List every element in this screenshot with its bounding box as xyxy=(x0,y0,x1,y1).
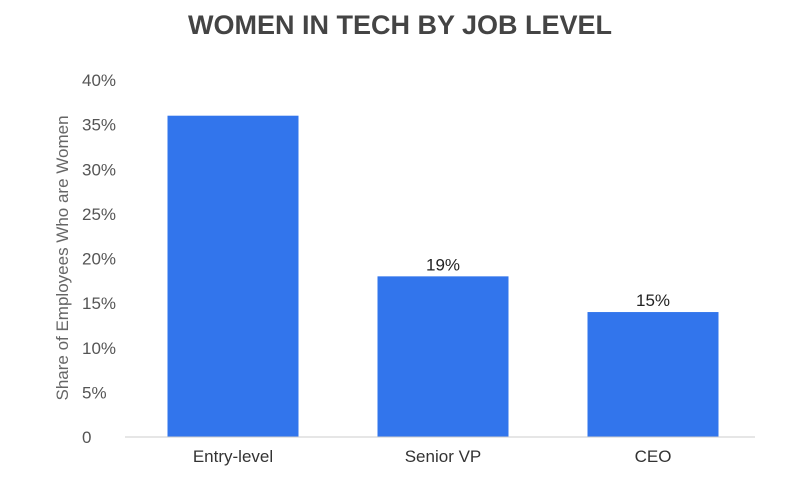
y-tick-label: 25% xyxy=(82,205,116,224)
y-tick-label: 0 xyxy=(82,428,91,447)
chart-title: WOMEN IN TECH BY JOB LEVEL xyxy=(187,10,613,40)
y-axis-label: Share of Employees Who are Women xyxy=(53,115,72,400)
y-tick-label: 15% xyxy=(82,294,116,313)
y-tick-label: 40% xyxy=(82,71,116,90)
y-tick-label: 10% xyxy=(82,339,116,358)
bar-senior-vp xyxy=(377,276,509,437)
x-tick-label: Entry-level xyxy=(193,447,273,466)
x-axis-ticks: Entry-level Senior VP CEO xyxy=(193,447,672,466)
y-axis-ticks: 0 5% 10% 15% 20% 25% 30% 35% 40% xyxy=(82,71,116,447)
y-tick-label: 5% xyxy=(82,383,107,402)
y-tick-label: 30% xyxy=(82,160,116,179)
bar-entry-level xyxy=(167,115,299,437)
x-tick-label: CEO xyxy=(635,447,672,466)
y-tick-label: 35% xyxy=(82,116,116,135)
y-tick-label: 20% xyxy=(82,250,116,269)
bar-ceo xyxy=(587,312,719,437)
data-label: 19% xyxy=(426,255,460,274)
x-tick-label: Senior VP xyxy=(405,447,482,466)
bars: 19% 15% xyxy=(167,115,719,437)
data-label: 15% xyxy=(636,291,670,310)
